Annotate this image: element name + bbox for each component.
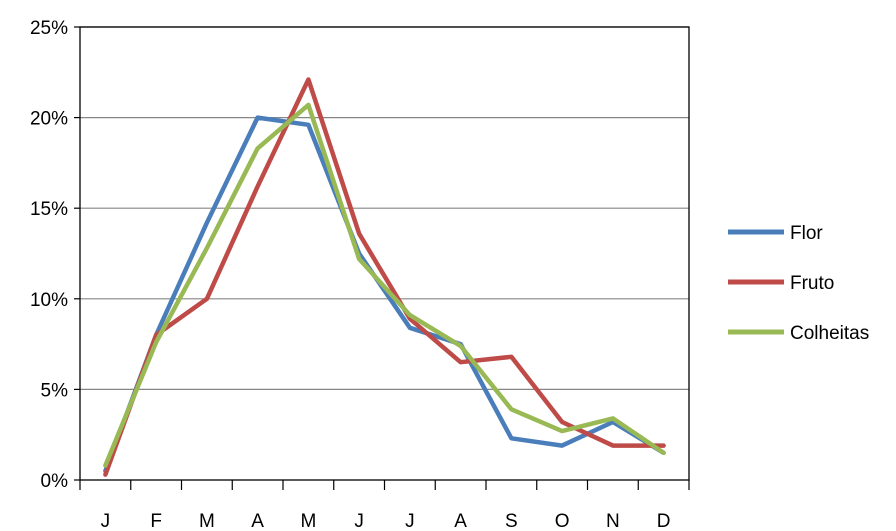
series-lines — [103, 77, 666, 477]
y-tick-label: 25% — [30, 18, 68, 39]
y-tick-label: 15% — [30, 199, 68, 220]
legend-label-fruto: Fruto — [790, 273, 834, 294]
legend-label-colheitas: Colheitas — [790, 323, 869, 344]
x-tick-label: J — [354, 511, 364, 531]
grid-lines — [80, 26, 689, 390]
x-tick-label: J — [405, 511, 415, 531]
x-tick-label: A — [251, 511, 264, 531]
y-tick-label: 10% — [30, 290, 68, 311]
x-tick-label: F — [150, 511, 162, 531]
plot-border — [79, 26, 690, 481]
x-tick-label: D — [657, 511, 671, 531]
series-line-fruto — [103, 77, 666, 477]
x-tick-label: M — [300, 511, 316, 531]
legend-label-flor: Flor — [790, 223, 823, 244]
x-tick-label: N — [606, 511, 620, 531]
x-tick-label: M — [199, 511, 215, 531]
y-tick-label: 20% — [30, 109, 68, 130]
x-tick-label: O — [555, 511, 570, 531]
y-tick-labels: 0% 5% 10% 15% 20% 25% — [30, 18, 68, 492]
y-tick-label: 0% — [41, 471, 69, 492]
x-tick-label: A — [454, 511, 467, 531]
y-tick-label: 5% — [41, 380, 69, 401]
axes — [74, 26, 690, 490]
x-tick-label: S — [505, 511, 518, 531]
series-line-colheitas — [103, 102, 666, 468]
x-tick-label: J — [101, 511, 111, 531]
legend: Flor Fruto Colheitas — [728, 223, 869, 344]
series-line-flor — [103, 115, 666, 474]
